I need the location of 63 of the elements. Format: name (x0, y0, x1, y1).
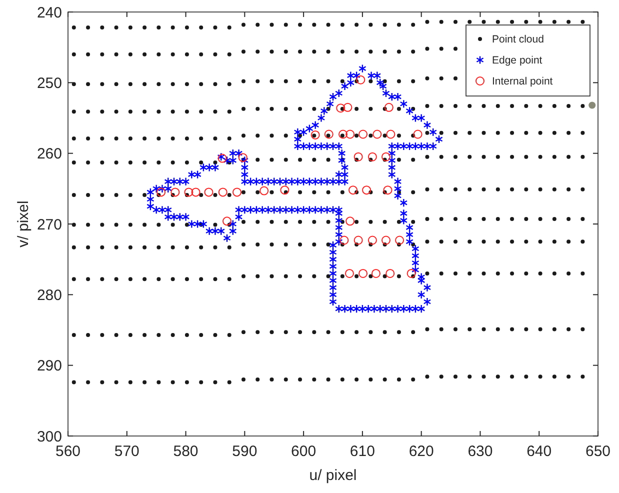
point (383, 186, 392, 195)
y-tick-label: 290 (36, 358, 62, 375)
x-tick-label: 560 (55, 443, 81, 460)
point (184, 188, 194, 197)
x-tick-label: 600 (291, 443, 316, 460)
point (368, 236, 377, 245)
point (338, 130, 348, 139)
point (362, 186, 372, 195)
x-axis-title: u/ pixel (309, 467, 357, 484)
point (354, 236, 363, 245)
y-tick-label: 270 (36, 216, 62, 234)
point (358, 268, 368, 278)
point (191, 188, 200, 197)
point (356, 75, 366, 84)
point (371, 268, 380, 278)
point (386, 130, 396, 139)
point (222, 216, 232, 226)
point (406, 268, 416, 278)
y-axis-title: v/ pixel (15, 200, 32, 248)
point (382, 236, 390, 245)
point (372, 130, 382, 139)
legend-label: Point cloud (492, 34, 544, 46)
x-tick-label: 620 (408, 443, 434, 460)
point (170, 188, 180, 197)
x-tick-label: 650 (585, 443, 611, 460)
point (413, 130, 422, 139)
point (386, 268, 395, 278)
y-tick-label: 280 (36, 286, 62, 304)
point (340, 236, 349, 245)
point (310, 130, 320, 140)
point (232, 188, 242, 197)
point (238, 153, 248, 162)
point (344, 268, 354, 278)
point (358, 130, 368, 139)
point (395, 236, 404, 245)
point (336, 104, 346, 113)
x-tick-label: 630 (468, 443, 493, 460)
x-tick-label: 640 (526, 443, 552, 460)
point (343, 102, 352, 112)
point (588, 102, 596, 109)
x-tick-label: 580 (173, 443, 198, 460)
point (384, 102, 394, 112)
point (346, 130, 355, 139)
point (354, 152, 363, 162)
point (280, 186, 290, 195)
point (156, 188, 166, 197)
x-tick-label: 590 (232, 443, 258, 460)
point (382, 152, 390, 162)
y-tick-label: 300 (36, 428, 62, 446)
y-tick-label: 240 (36, 4, 62, 22)
legend-label: Edge point (492, 54, 542, 67)
x-tick-label: 570 (114, 443, 140, 460)
x-tick-label: 610 (350, 443, 375, 460)
point (260, 186, 269, 196)
legend-label: Internal point (492, 76, 553, 88)
point (218, 188, 228, 197)
y-tick-label: 250 (36, 74, 62, 92)
point (368, 152, 377, 162)
point (348, 186, 358, 195)
y-tick-label: 260 (36, 146, 62, 163)
point (324, 130, 334, 139)
point (346, 216, 355, 226)
point (204, 188, 214, 197)
